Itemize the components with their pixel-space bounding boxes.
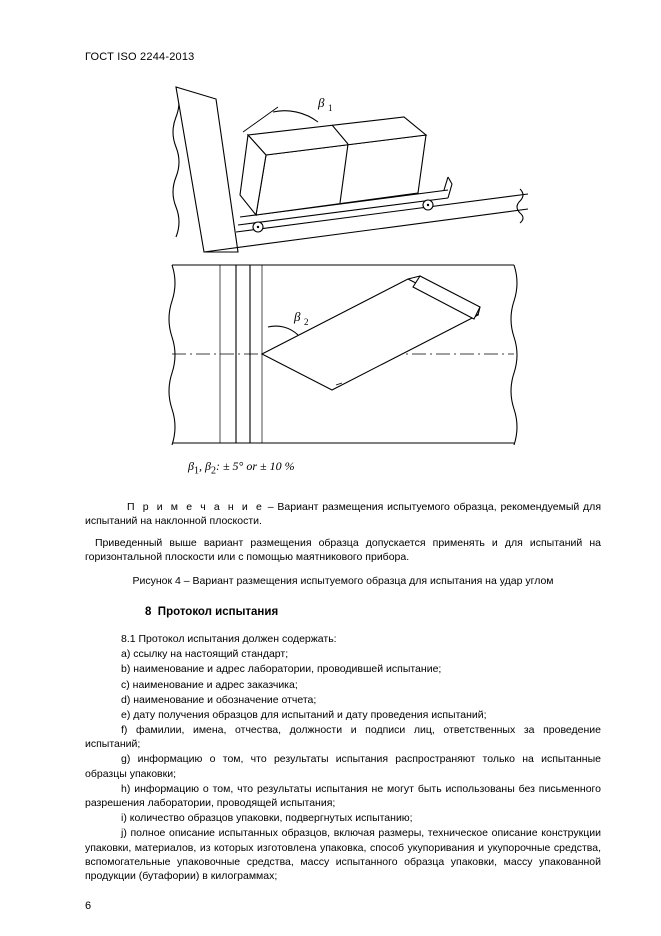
- protocol-item: c) наименование и адрес заказчика;: [85, 678, 601, 692]
- protocol-item: a) ссылку на настоящий стандарт;: [85, 647, 601, 661]
- protocol-item: d) наименование и обозначение отчета;: [85, 693, 601, 707]
- protocol-item: i) количество образцов упаковки, подверг…: [85, 811, 601, 825]
- figure-block: β 1: [158, 77, 528, 478]
- svg-text:1: 1: [328, 103, 333, 113]
- note-block: П р и м е ч а н и е – Вариант размещения…: [85, 500, 601, 528]
- protocol-item: f) фамилии, имена, отчества, должности и…: [85, 723, 601, 751]
- protocol-block: 8.1 Протокол испытания должен содержать:…: [85, 632, 601, 883]
- figure-top-incline: β 1: [158, 77, 528, 257]
- figure-tolerance: β1, β2: ± 5° or ± 10 %: [158, 452, 528, 478]
- figure-bottom-topview: β 2: [158, 257, 528, 452]
- protocol-item: b) наименование и адрес лаборатории, про…: [85, 662, 601, 676]
- svg-text:β: β: [293, 309, 301, 324]
- protocol-item: h) информацию о том, что результаты испы…: [85, 782, 601, 810]
- protocol-item: j) полное описание испытанных образцов, …: [85, 826, 601, 883]
- protocol-item: g) информацию о том, что результаты испы…: [85, 752, 601, 780]
- note-label: П р и м е ч а н и е: [127, 501, 264, 513]
- figure-title: Рисунок 4 – Вариант размещения испытуемо…: [85, 574, 601, 588]
- section-name: Протокол испытания: [158, 606, 278, 618]
- protocol-item: e) дату получения образцов для испытаний…: [85, 708, 601, 722]
- svg-text:2: 2: [304, 317, 309, 327]
- page-container: ГОСТ ISO 2244-2013: [0, 0, 661, 936]
- section-title: 8 Протокол испытания: [145, 605, 601, 621]
- doc-header: ГОСТ ISO 2244-2013: [85, 50, 601, 65]
- page-number: 6: [85, 899, 91, 914]
- svg-text:β: β: [317, 95, 325, 110]
- protocol-lead: 8.1 Протокол испытания должен содержать:: [85, 632, 601, 646]
- section-num: 8: [145, 606, 151, 618]
- para-after-note: Приведенный выше вариант размещения обра…: [85, 536, 601, 564]
